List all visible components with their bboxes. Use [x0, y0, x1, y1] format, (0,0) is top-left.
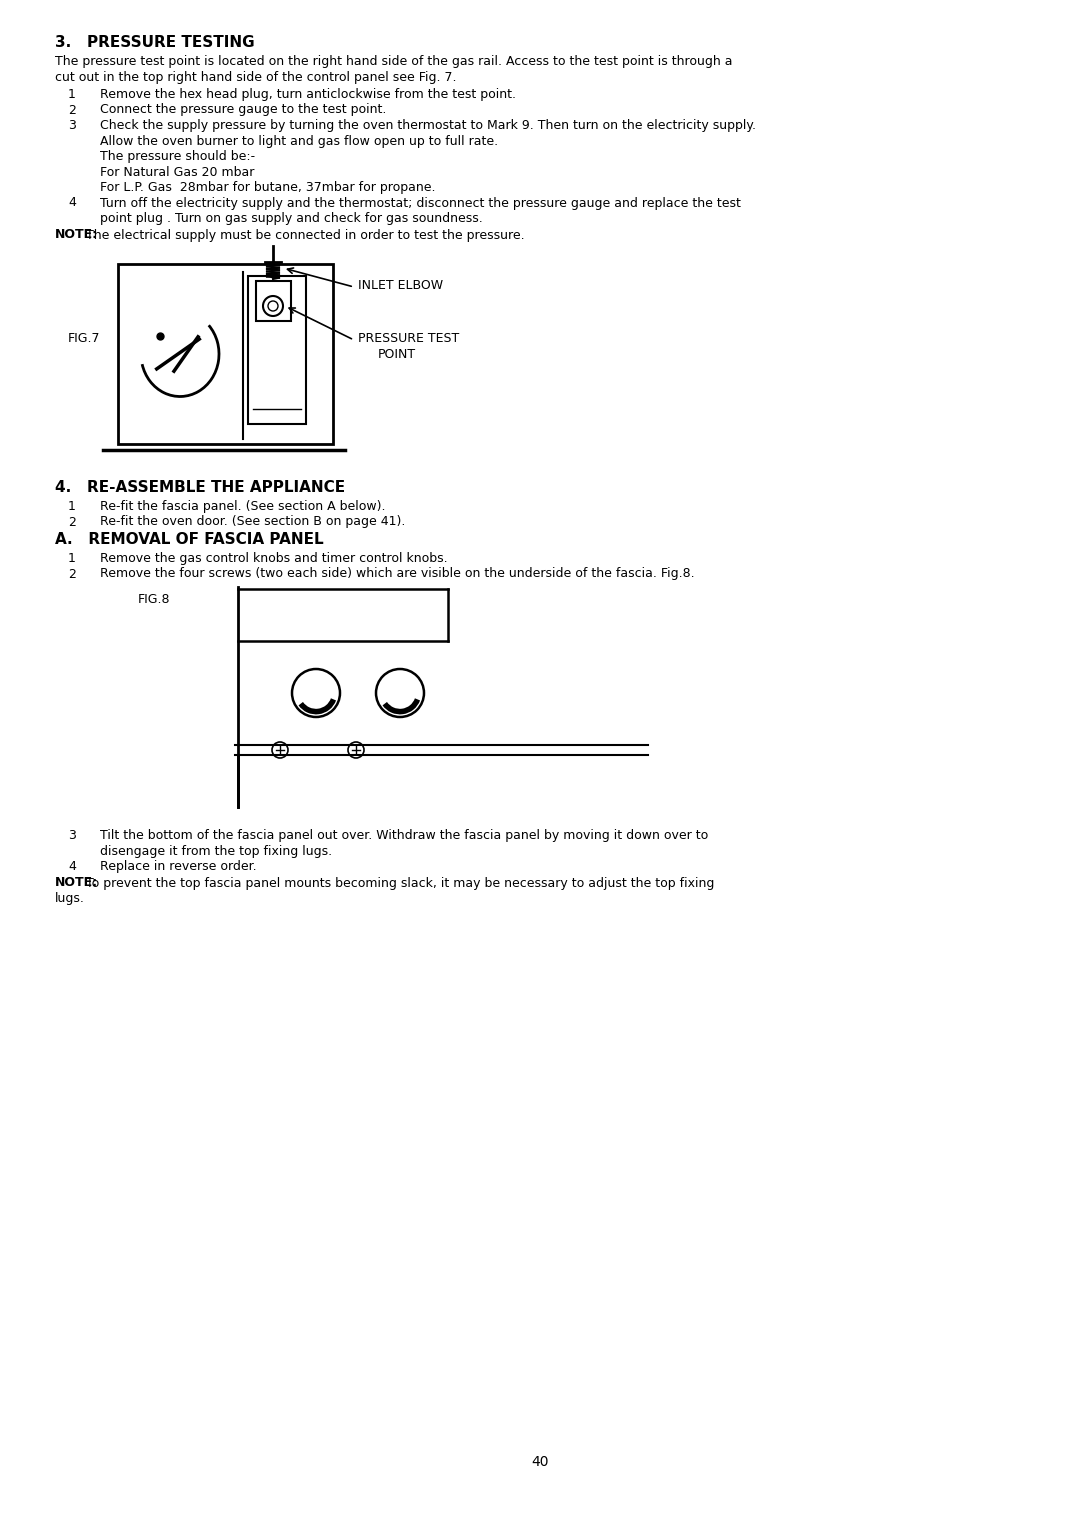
- Text: NOTE:: NOTE:: [55, 229, 98, 241]
- Text: POINT: POINT: [378, 347, 416, 361]
- Text: The pressure test point is located on the right hand side of the gas rail. Acces: The pressure test point is located on th…: [55, 55, 732, 69]
- Text: 1: 1: [68, 552, 76, 565]
- Text: For Natural Gas 20 mbar: For Natural Gas 20 mbar: [100, 165, 255, 179]
- Text: 3: 3: [68, 119, 76, 131]
- Text: Tilt the bottom of the fascia panel out over. Withdraw the fascia panel by movin: Tilt the bottom of the fascia panel out …: [100, 830, 708, 842]
- Text: A.   REMOVAL OF FASCIA PANEL: A. REMOVAL OF FASCIA PANEL: [55, 532, 324, 547]
- Text: Remove the gas control knobs and timer control knobs.: Remove the gas control knobs and timer c…: [100, 552, 447, 565]
- Text: Re-fit the oven door. (See section B on page 41).: Re-fit the oven door. (See section B on …: [100, 515, 405, 529]
- Text: Allow the oven burner to light and gas flow open up to full rate.: Allow the oven burner to light and gas f…: [100, 134, 498, 148]
- Text: 3: 3: [68, 830, 76, 842]
- Text: 1: 1: [68, 89, 76, 101]
- Text: INLET ELBOW: INLET ELBOW: [357, 280, 443, 292]
- Text: PRESSURE TEST: PRESSURE TEST: [357, 332, 459, 345]
- Text: disengage it from the top fixing lugs.: disengage it from the top fixing lugs.: [100, 845, 333, 857]
- Bar: [248, 277, 306, 423]
- Text: FIG.8: FIG.8: [138, 593, 171, 607]
- Text: point plug . Turn on gas supply and check for gas soundness.: point plug . Turn on gas supply and chec…: [100, 212, 483, 225]
- Text: lugs.: lugs.: [55, 892, 85, 905]
- Text: 2: 2: [68, 515, 76, 529]
- Text: 1: 1: [68, 500, 76, 513]
- Text: 4.   RE-ASSEMBLE THE APPLIANCE: 4. RE-ASSEMBLE THE APPLIANCE: [55, 480, 346, 495]
- Circle shape: [292, 669, 340, 717]
- Text: To prevent the top fascia panel mounts becoming slack, it may be necessary to ad: To prevent the top fascia panel mounts b…: [79, 877, 715, 889]
- Circle shape: [264, 296, 283, 316]
- Bar: [256, 281, 291, 321]
- Text: Remove the hex head plug, turn anticlockwise from the test point.: Remove the hex head plug, turn anticlock…: [100, 89, 516, 101]
- Text: 4: 4: [68, 197, 76, 209]
- Circle shape: [376, 669, 424, 717]
- Text: cut out in the top right hand side of the control panel see Fig. 7.: cut out in the top right hand side of th…: [55, 70, 457, 84]
- Text: Turn off the electricity supply and the thermostat; disconnect the pressure gaug: Turn off the electricity supply and the …: [100, 197, 741, 209]
- Text: The pressure should be:-: The pressure should be:-: [100, 150, 255, 163]
- Text: Re-fit the fascia panel. (See section A below).: Re-fit the fascia panel. (See section A …: [100, 500, 386, 513]
- Text: 4: 4: [68, 860, 76, 872]
- Text: Remove the four screws (two each side) which are visible on the underside of the: Remove the four screws (two each side) w…: [100, 567, 694, 581]
- Text: The electrical supply must be connected in order to test the pressure.: The electrical supply must be connected …: [79, 229, 525, 241]
- Text: Check the supply pressure by turning the oven thermostat to Mark 9. Then turn on: Check the supply pressure by turning the…: [100, 119, 756, 131]
- Text: 2: 2: [68, 104, 76, 116]
- Circle shape: [268, 301, 278, 312]
- Bar: [118, 264, 333, 445]
- Text: Connect the pressure gauge to the test point.: Connect the pressure gauge to the test p…: [100, 104, 387, 116]
- Text: 2: 2: [68, 567, 76, 581]
- Text: FIG.7: FIG.7: [68, 332, 100, 345]
- Circle shape: [348, 743, 364, 758]
- Text: 40: 40: [531, 1455, 549, 1468]
- Text: NOTE:: NOTE:: [55, 877, 98, 889]
- Text: Replace in reverse order.: Replace in reverse order.: [100, 860, 257, 872]
- Text: 3.   PRESSURE TESTING: 3. PRESSURE TESTING: [55, 35, 255, 50]
- Circle shape: [272, 743, 288, 758]
- Text: For L.P. Gas  28mbar for butane, 37mbar for propane.: For L.P. Gas 28mbar for butane, 37mbar f…: [100, 180, 435, 194]
